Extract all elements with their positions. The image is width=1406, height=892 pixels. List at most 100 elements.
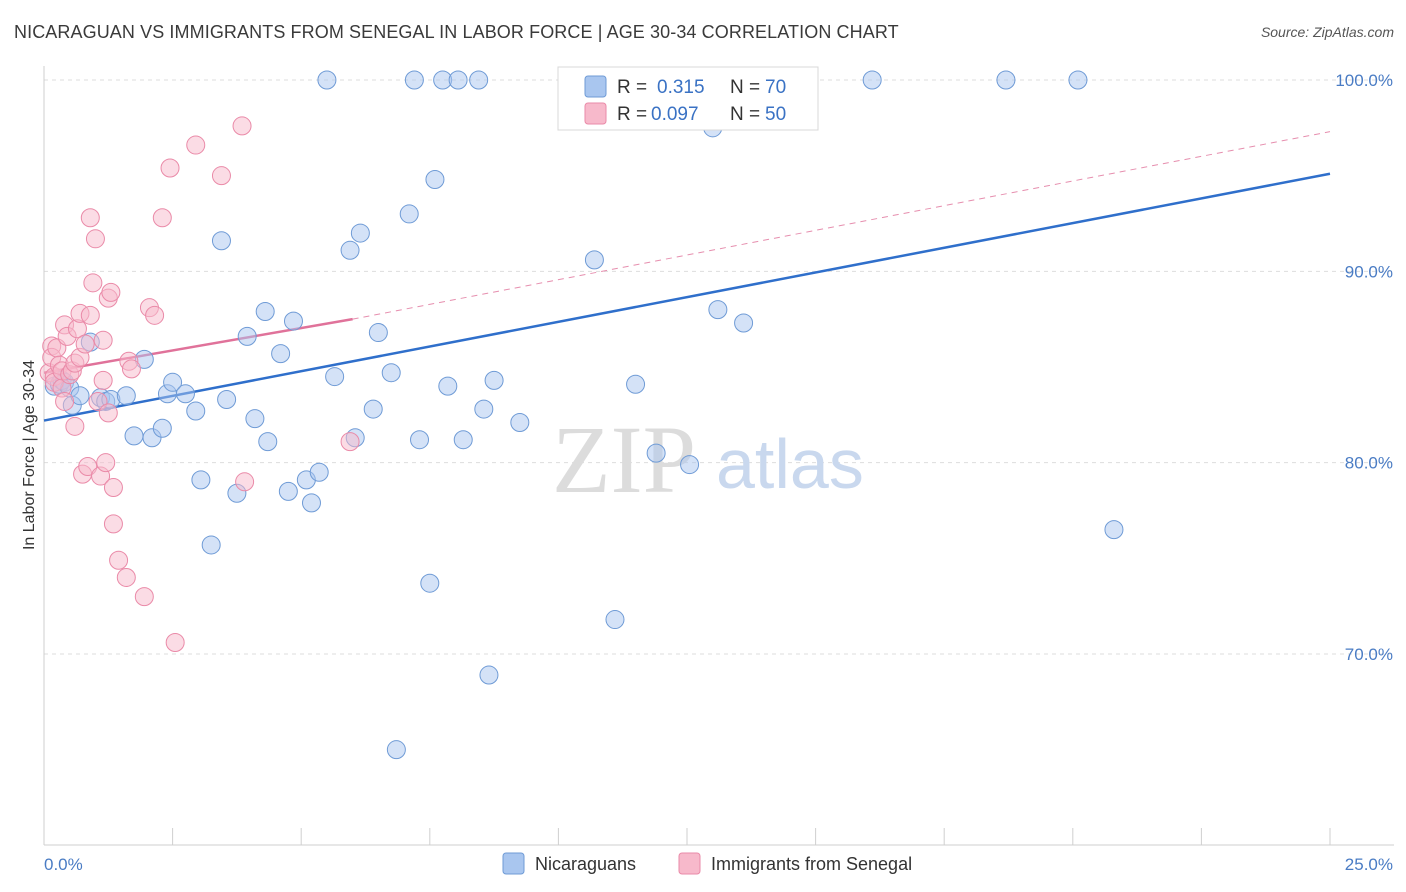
nicaraguan-point	[584, 250, 604, 270]
nicaraguan-point	[381, 363, 401, 383]
y-axis-label: In Labor Force | Age 30-34	[21, 360, 38, 550]
nicaraguan-point	[163, 372, 183, 392]
nicaraguan-trend-line	[43, 172, 1331, 422]
legend-n-value-1: 70	[765, 77, 786, 98]
y-tick-label: 90.0%	[1345, 262, 1393, 281]
x-tick-label-min: 0.0%	[44, 855, 83, 874]
nicaraguan-point	[404, 70, 424, 90]
x-tick-labels: 0.0% 25.0%	[44, 855, 1393, 874]
nicaraguan-point	[1068, 70, 1088, 90]
trend-lines	[43, 131, 1331, 422]
nicaraguan-point	[410, 430, 430, 450]
senegal-point	[235, 472, 255, 492]
senegal-point	[83, 273, 103, 293]
nicaraguan-point	[191, 470, 211, 490]
nicaraguan-point	[278, 481, 298, 501]
legend-n-label-2: N =	[730, 104, 760, 125]
nicaraguan-point	[340, 240, 360, 260]
bottom-legend-swatch-nicaraguans	[502, 852, 525, 875]
senegal-point	[103, 514, 123, 534]
senegal-point	[116, 567, 136, 587]
senegal-point	[75, 334, 95, 354]
nicaraguan-point	[317, 70, 337, 90]
senegal-point	[65, 416, 85, 436]
bottom-legend-nicaraguans: Nicaraguans	[535, 854, 636, 874]
nicaraguan-point	[116, 386, 136, 406]
nicaraguan-point	[175, 384, 195, 404]
senegal-point	[93, 330, 113, 350]
nicaraguan-point	[862, 70, 882, 90]
nicaraguan-point	[469, 70, 489, 90]
legend-swatch-senegal	[584, 102, 607, 125]
y-tick-labels: 70.0% 80.0% 90.0% 100.0%	[1335, 71, 1393, 664]
watermark-zip: ZIP	[552, 406, 696, 513]
zipatlas-watermark: ZIP atlas	[552, 406, 864, 513]
nicaraguan-point	[734, 313, 754, 333]
nicaraguan-point	[474, 399, 494, 419]
nicaraguan-point	[283, 311, 303, 331]
nicaraguan-point	[680, 455, 700, 475]
nicaraguan-point	[646, 443, 666, 463]
senegal-point	[96, 453, 116, 473]
series-legend: Nicaraguans Immigrants from Senegal	[502, 852, 912, 875]
axes	[43, 66, 1394, 846]
nicaraguan-point	[626, 374, 646, 394]
senegal-point	[165, 633, 185, 653]
senegal-point	[80, 208, 100, 228]
y-tick-label: 100.0%	[1335, 71, 1393, 90]
senegal-point	[78, 456, 98, 476]
nicaraguan-point	[271, 344, 291, 364]
nicaraguan-point	[438, 376, 458, 396]
nicaraguan-point	[258, 432, 278, 452]
correlation-legend: R = 0.315 N = 70 R = 0.097 N = 50	[557, 66, 819, 131]
nicaraguan-point	[363, 399, 383, 419]
senegal-point	[134, 587, 154, 607]
y-tick-label: 80.0%	[1345, 454, 1393, 473]
nicaraguan-point	[425, 169, 445, 189]
nicaraguan-point	[325, 367, 345, 387]
nicaraguan-point	[479, 665, 499, 685]
senegal-trend-line	[43, 317, 353, 374]
senegal-point	[211, 166, 231, 186]
senegal-point	[340, 432, 360, 452]
legend-n-label-1: N =	[730, 77, 760, 98]
nicaraguan-point	[255, 302, 275, 322]
data-points	[39, 70, 1124, 760]
senegal-point	[103, 478, 123, 498]
legend-r-value-1: 0.315	[657, 77, 705, 98]
senegal-point	[109, 550, 129, 570]
nicaraguan-point	[1104, 520, 1124, 540]
legend-r-label-2: R =	[617, 104, 647, 125]
legend-swatch-nicaraguans	[584, 75, 607, 98]
senegal-point	[186, 135, 206, 155]
nicaraguan-point	[708, 300, 728, 320]
bottom-legend-senegal: Immigrants from Senegal	[711, 854, 912, 874]
nicaraguan-point	[245, 409, 265, 429]
chart-title: NICARAGUAN VS IMMIGRANTS FROM SENEGAL IN…	[14, 22, 899, 42]
senegal-point	[152, 208, 172, 228]
legend-n-value-2: 50	[765, 104, 786, 125]
source-label: Source: ZipAtlas.com	[1260, 24, 1394, 40]
nicaraguan-point	[510, 412, 530, 432]
nicaraguan-point	[420, 573, 440, 593]
nicaraguan-point	[309, 462, 329, 482]
nicaraguan-point	[211, 231, 231, 251]
senegal-point	[160, 158, 180, 178]
nicaraguan-point	[453, 430, 473, 450]
nicaraguan-point	[217, 390, 237, 410]
nicaraguan-point	[448, 70, 468, 90]
senegal-point	[85, 229, 105, 249]
nicaraguan-point	[350, 223, 370, 243]
senegal-point	[80, 305, 100, 325]
bottom-legend-swatch-senegal	[678, 852, 701, 875]
senegal-trend-extension	[352, 131, 1331, 320]
y-tick-label: 70.0%	[1345, 645, 1393, 664]
x-tick-label-max: 25.0%	[1345, 855, 1393, 874]
senegal-point	[145, 305, 165, 325]
senegal-point	[232, 116, 252, 136]
nicaraguan-point	[186, 401, 206, 421]
watermark-atlas: atlas	[716, 425, 864, 503]
nicaraguan-point	[201, 535, 221, 555]
senegal-point	[121, 359, 141, 379]
